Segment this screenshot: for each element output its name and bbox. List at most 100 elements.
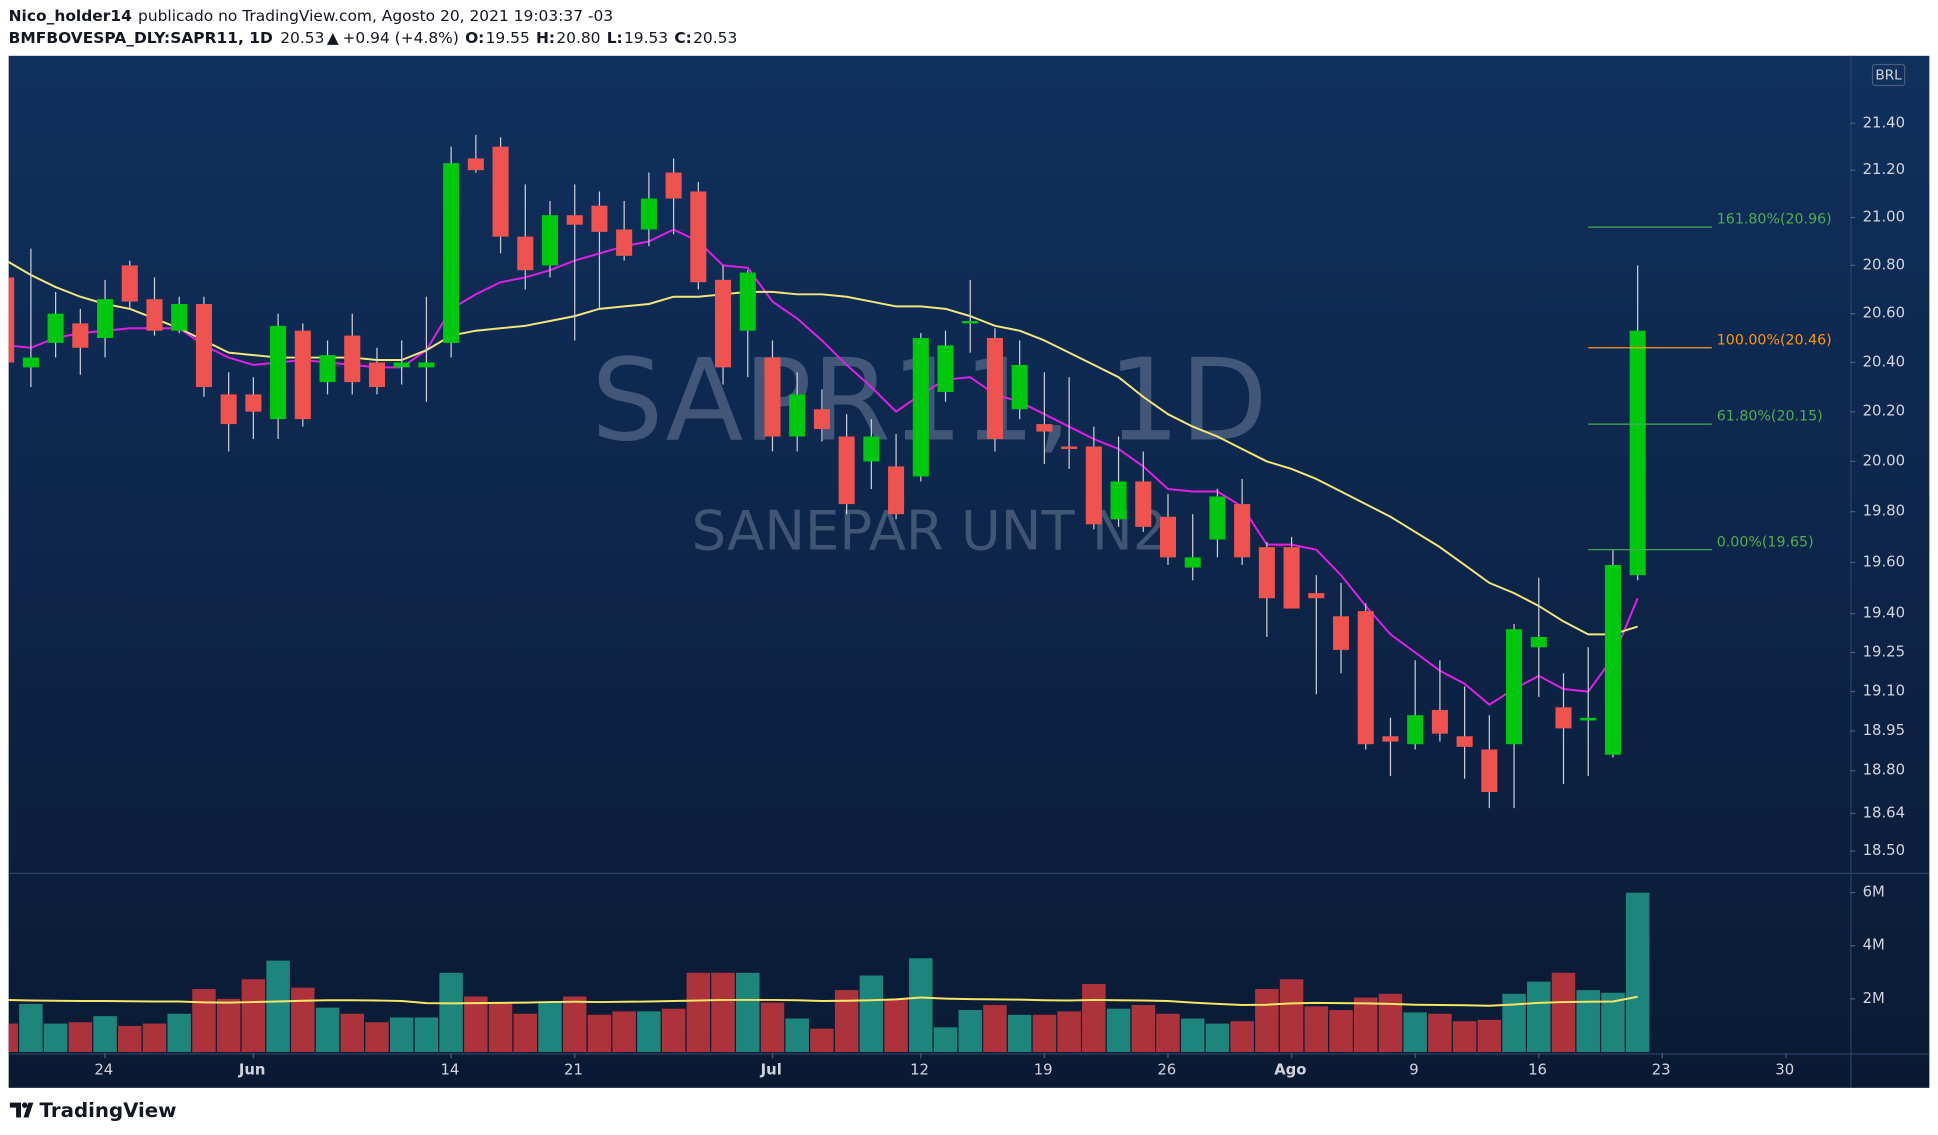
volume-bar — [933, 1027, 958, 1052]
x-tick-label: 12 — [910, 1062, 929, 1079]
volume-bar — [760, 1002, 785, 1052]
volume-bar — [1527, 981, 1551, 1052]
volume-bar — [1502, 993, 1526, 1052]
y-tick-label: 20.00 — [1863, 452, 1905, 469]
candle-body — [344, 335, 361, 383]
candle-body — [1629, 330, 1646, 576]
candle-body — [1011, 364, 1028, 410]
candle-body — [715, 279, 732, 368]
volume-bar — [562, 996, 587, 1052]
volume-bar — [612, 1011, 636, 1052]
volume-bar — [266, 960, 290, 1052]
ohlc-value: 19.53 — [624, 29, 668, 47]
candle-body — [912, 338, 929, 477]
volume-bar — [1205, 1023, 1230, 1052]
candle-body — [1308, 593, 1325, 599]
candle-body — [195, 303, 212, 388]
candle-body — [986, 338, 1003, 439]
candle-body — [1135, 481, 1152, 527]
ohlc-key: C: — [674, 29, 692, 47]
volume-bar — [192, 989, 216, 1052]
volume-bar — [785, 1018, 809, 1052]
volume-bar — [1082, 983, 1106, 1052]
x-tick-label: 30 — [1775, 1062, 1794, 1079]
volume-bar — [1477, 1019, 1502, 1052]
candle-body — [1283, 547, 1300, 609]
volume-bar — [637, 1011, 661, 1052]
candle-body — [1357, 611, 1374, 745]
volume-bar — [1329, 1010, 1353, 1052]
watermark: SAPR11, 1D SANEPAR UNT N2 — [591, 333, 1267, 562]
candle-body — [220, 394, 237, 425]
price-pane: 161.80%(20.96) 100.00%(20.46) 61.80%(20.15… — [8, 134, 1832, 809]
change: +0.94 (+4.8%) — [342, 29, 458, 47]
volume-bar — [241, 979, 266, 1052]
candle-body — [1159, 516, 1177, 558]
candle-body — [245, 394, 262, 412]
candle-body — [1332, 616, 1350, 650]
candle-body — [616, 229, 633, 256]
candle-body — [1530, 636, 1547, 648]
x-tick-label: 24 — [94, 1062, 113, 1079]
candle-body — [492, 146, 509, 237]
y-tick-label: 19.60 — [1863, 553, 1905, 570]
volume-bar — [464, 996, 488, 1052]
y-tick-label: 20.80 — [1863, 256, 1905, 273]
watermark-symbol: SAPR11, 1D — [591, 333, 1267, 466]
volume-bar — [513, 1013, 538, 1052]
y-tick-label: 19.80 — [1863, 503, 1905, 520]
candle-body — [640, 198, 657, 230]
volume-bar — [68, 1022, 93, 1052]
x-tick-label: 14 — [440, 1062, 459, 1079]
volume-bar — [884, 998, 908, 1052]
x-tick-label: 16 — [1528, 1062, 1547, 1079]
volume-bar — [711, 972, 735, 1052]
volume-bar — [1304, 1006, 1329, 1052]
candle-body — [1036, 424, 1053, 432]
volume-bar — [1032, 1014, 1057, 1052]
candle-body — [368, 362, 386, 388]
candle-body — [1580, 717, 1597, 721]
volume-bar — [1576, 990, 1600, 1052]
candle-body — [591, 205, 608, 232]
candle-body — [22, 357, 39, 368]
y-tick-label: 20.60 — [1863, 305, 1905, 322]
volume-bar — [315, 1007, 340, 1052]
volume-bar — [834, 990, 859, 1052]
volume-bar — [488, 1002, 513, 1052]
candle-body — [1481, 749, 1498, 793]
volume-bar — [414, 1017, 439, 1052]
volume-bar — [43, 1023, 68, 1052]
volume-tick-label: 2M — [1863, 990, 1885, 1007]
y-tick-label: 19.10 — [1863, 683, 1905, 700]
volume-ma-line — [8, 995, 1638, 1007]
volume-bar — [538, 1001, 562, 1052]
y-tick-label: 21.20 — [1863, 161, 1905, 178]
candle-body — [1110, 481, 1127, 520]
candle-body — [739, 272, 756, 331]
volume-bar — [1007, 1014, 1032, 1052]
volume-bar — [142, 1023, 167, 1052]
volume-bar — [365, 1022, 389, 1052]
candle-body — [443, 163, 460, 343]
volume-bar — [587, 1014, 612, 1052]
candle-body — [1407, 715, 1424, 745]
volume-bar — [1625, 892, 1650, 1052]
y-tick-label: 21.00 — [1863, 209, 1905, 226]
volume-bar — [1601, 992, 1625, 1052]
volume-bar — [8, 1023, 18, 1052]
volume-bar — [1279, 979, 1304, 1052]
x-tick-label: 19 — [1034, 1062, 1053, 1079]
x-tick-label: Jul — [760, 1062, 782, 1079]
y-tick-label: 18.50 — [1863, 842, 1905, 859]
candle-body — [764, 357, 781, 437]
candle-body — [1431, 709, 1448, 734]
y-tick-label: 18.80 — [1863, 762, 1905, 779]
volume-bar — [909, 958, 933, 1052]
volume-bar — [736, 972, 760, 1052]
x-tick-label: Jun — [238, 1062, 266, 1079]
candle-body — [1061, 446, 1078, 449]
candle-body — [1506, 629, 1523, 745]
volume-tick-label: 4M — [1863, 937, 1885, 954]
candle-body — [541, 215, 559, 266]
